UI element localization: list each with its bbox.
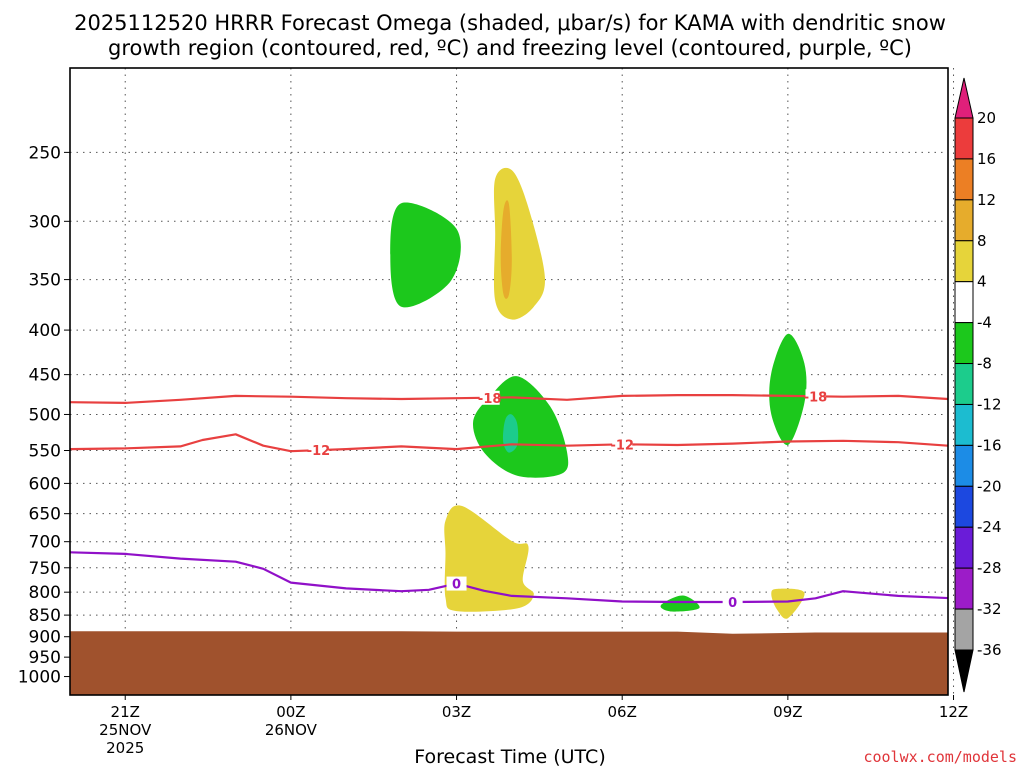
y-tick-label: 700 bbox=[29, 533, 61, 553]
colorbar-label: -16 bbox=[977, 436, 1002, 454]
y-tick-label: 1000 bbox=[18, 668, 61, 688]
y-tick-label: 650 bbox=[29, 505, 61, 525]
colorbar-swatch bbox=[954, 608, 974, 651]
contour-line bbox=[70, 551, 948, 604]
colorbar-swatch bbox=[954, 403, 974, 446]
y-tick-label: 950 bbox=[29, 648, 61, 668]
chart-title-line-2: growth region (contoured, red, ºC) and f… bbox=[108, 36, 912, 60]
colorbar-top-arrow bbox=[954, 77, 974, 119]
contour-label-bg bbox=[722, 594, 743, 609]
colorbar-label: -36 bbox=[977, 641, 1002, 659]
colorbar-swatch bbox=[954, 158, 974, 201]
colorbar: 20 16 12 8 4 -4 -8 -12 -16 -20 -24 -28 -32 -36 bbox=[954, 77, 1002, 693]
x-tick-label: 2025 bbox=[106, 739, 144, 757]
region-green-right bbox=[769, 333, 807, 446]
x-tick-label: 09Z bbox=[773, 703, 802, 721]
colorbar-label: 12 bbox=[977, 191, 996, 209]
region-teal-middle bbox=[502, 414, 519, 453]
colorbar-label: -4 bbox=[977, 314, 992, 332]
plot-frame bbox=[69, 67, 949, 696]
colorbar-label: -8 bbox=[977, 355, 992, 373]
colorbar-swatch bbox=[954, 526, 974, 569]
x-tick-label: 00Z bbox=[276, 703, 305, 721]
colorbar-swatch bbox=[954, 240, 974, 283]
y-tick-label: 400 bbox=[29, 321, 61, 341]
y-tick-label: 350 bbox=[29, 271, 61, 291]
x-tick-label: 25NOV bbox=[99, 721, 152, 739]
contour-label-bg bbox=[308, 443, 329, 458]
axes: 2503003504004505005506006507007508008509… bbox=[18, 67, 968, 757]
contour-label: -18 bbox=[478, 392, 502, 407]
colorbar-label: -32 bbox=[977, 600, 1002, 618]
x-tick-label: 26NOV bbox=[265, 721, 318, 739]
y-tick-label: 800 bbox=[29, 583, 61, 603]
colorbar-label: 8 bbox=[977, 232, 987, 250]
y-tick-label: 550 bbox=[29, 442, 61, 462]
colorbar-swatch bbox=[954, 199, 974, 242]
y-tick-label: 750 bbox=[29, 559, 61, 579]
contour-label: -12 bbox=[610, 438, 634, 453]
contour-label: -18 bbox=[804, 390, 828, 405]
colorbar-label: 20 bbox=[977, 109, 996, 127]
contour-label: 0 bbox=[728, 596, 737, 611]
colorbar-label: -12 bbox=[977, 395, 1002, 413]
region-green-upper bbox=[390, 202, 461, 308]
credit-text[interactable]: coolwx.com/models bbox=[863, 748, 1017, 766]
colorbar-swatch bbox=[954, 363, 974, 405]
x-tick-label: 03Z bbox=[442, 703, 471, 721]
chart-title-line-1: 2025112520 HRRR Forecast Omega (shaded, … bbox=[74, 11, 946, 35]
y-tick-label: 850 bbox=[29, 606, 61, 626]
colorbar-label: -20 bbox=[977, 477, 1002, 495]
colorbar-swatch bbox=[954, 281, 974, 324]
colorbar-label: -24 bbox=[977, 518, 1002, 536]
colorbar-swatch bbox=[954, 567, 974, 610]
colorbar-swatch bbox=[954, 444, 974, 487]
region-terrain bbox=[70, 631, 948, 695]
contour-line bbox=[70, 433, 948, 453]
y-tick-label: 900 bbox=[29, 628, 61, 648]
x-tick-label: 21Z bbox=[111, 703, 140, 721]
contour-label-bg bbox=[612, 437, 633, 452]
contour-label-bg bbox=[446, 576, 467, 591]
region-yellow-small bbox=[771, 588, 805, 619]
contour-label-bg bbox=[805, 389, 826, 404]
plot-area: -18 -18 -12 -12 0 0 bbox=[70, 68, 955, 695]
region-orange-upper bbox=[500, 200, 512, 299]
x-tick-label: 12Z bbox=[939, 703, 968, 721]
contour-label-bg bbox=[479, 390, 500, 405]
colorbar-label: 16 bbox=[977, 150, 996, 168]
colorbar-swatch bbox=[954, 322, 974, 365]
colorbar-swatch bbox=[954, 117, 974, 160]
y-tick-label: 250 bbox=[29, 143, 61, 163]
colorbar-label: 4 bbox=[977, 273, 987, 291]
contour-label: -12 bbox=[307, 444, 331, 459]
y-tick-label: 300 bbox=[29, 212, 61, 232]
x-axis-label: Forecast Time (UTC) bbox=[414, 746, 605, 768]
colorbar-bottom-arrow bbox=[954, 649, 974, 693]
x-tick-label: 06Z bbox=[608, 703, 637, 721]
y-tick-label: 500 bbox=[29, 405, 61, 425]
y-tick-label: 450 bbox=[29, 366, 61, 386]
colorbar-label: -28 bbox=[977, 559, 1002, 577]
colorbar-swatch bbox=[954, 485, 974, 528]
y-tick-label: 600 bbox=[29, 474, 61, 494]
region-green-small bbox=[660, 595, 700, 612]
contour-label: 0 bbox=[452, 578, 461, 593]
